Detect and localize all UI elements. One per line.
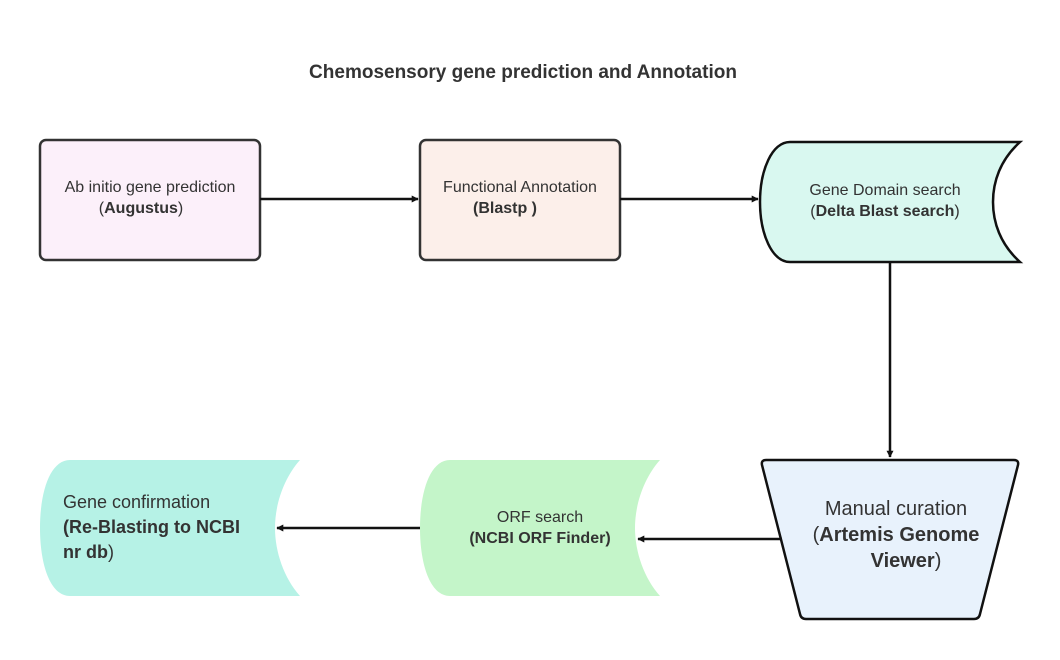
orf-search-node-text: ORF search <box>496 509 584 526</box>
gene-domain-search-tool: Delta Blast search <box>815 203 955 220</box>
manual-curation-node-shape[interactable] <box>760 458 1020 621</box>
gene-confirmation-node-shape[interactable] <box>40 460 300 596</box>
gene-domain-search-node-text: Gene Domain search <box>809 182 961 199</box>
gene-confirmation-tool-line1: (Re-Blasting to NCBI <box>63 517 240 537</box>
gene-confirmation-node-text: Gene confirmation <box>63 492 211 512</box>
gene-domain-search-node-label: Gene Domain search (Delta Blast search) <box>770 180 1000 222</box>
manual-curation-node-label: Manual curation (Artemis Genome Viewer) <box>790 496 1002 574</box>
gene-confirmation-node-label: Gene confirmation (Re-Blasting to NCBI n… <box>63 490 278 565</box>
diagram-title: Chemosensory gene prediction and Annotat… <box>309 62 737 83</box>
gene-domain-search-node-shape[interactable] <box>758 140 1024 264</box>
orf-search-tool: (NCBI ORF Finder) <box>469 530 611 547</box>
gene-confirmation-tool-line2: nr db <box>63 542 108 562</box>
orf-search-node-shape[interactable] <box>420 460 660 596</box>
manual-curation-node-text: Manual curation <box>824 498 968 520</box>
manual-curation-tool-line2: Viewer <box>870 550 935 572</box>
functional-annotation-node-text: Functional Annotation <box>443 179 597 196</box>
functional-annotation-node-label: Functional Annotation (Blastp ) <box>420 177 620 219</box>
orf-search-node-label: ORF search (NCBI ORF Finder) <box>440 507 640 549</box>
ab-initio-node-text: Ab initio gene prediction <box>64 179 236 196</box>
functional-annotation-tool: (Blastp ) <box>473 200 537 217</box>
ab-initio-tool: Augustus <box>104 200 178 217</box>
manual-curation-tool-line1: Artemis Genome <box>819 524 980 546</box>
ab-initio-node-label: Ab initio gene prediction (Augustus) <box>40 177 260 219</box>
